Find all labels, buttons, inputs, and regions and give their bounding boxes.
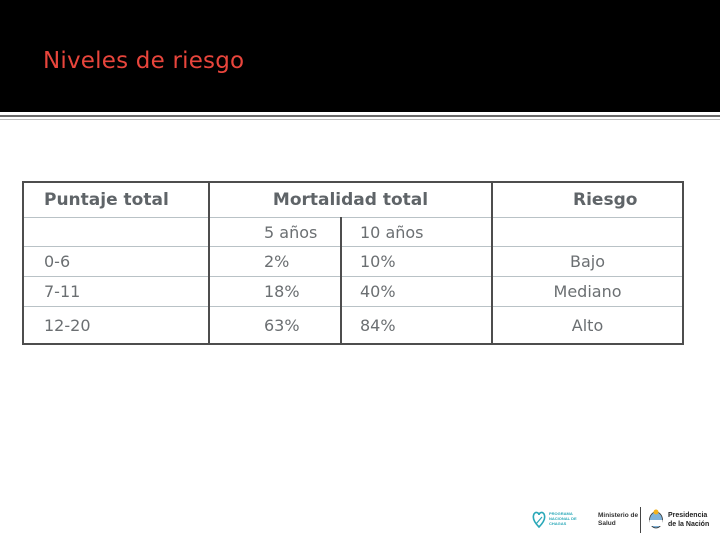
table-row: 7-11 18% 40% Mediano <box>22 276 685 307</box>
header-puntaje: Puntaje total <box>22 181 210 218</box>
cell-5-anos: 18% <box>208 276 342 307</box>
chagas-text-1: PROGRAMA <box>549 511 573 516</box>
risk-levels-table: Puntaje total Mortalidad total Riesgo 5 … <box>22 181 685 345</box>
subheader-10-anos: 10 años <box>339 217 494 247</box>
cell-puntaje: 12-20 <box>22 306 210 345</box>
subheader-empty <box>22 217 210 247</box>
presidencia-line-2: de la Nación <box>668 521 710 528</box>
cell-10-anos: 40% <box>339 276 494 307</box>
programa-chagas-logo: PROGRAMA NACIONAL DE CHAGAS <box>532 507 584 533</box>
logo-divider <box>640 507 641 533</box>
table-header-row: Puntaje total Mortalidad total Riesgo <box>22 181 685 218</box>
chagas-text-2: NACIONAL DE <box>549 516 577 521</box>
cell-riesgo: Mediano <box>491 276 685 307</box>
ministerio-line-2: Salud <box>598 520 616 527</box>
ministerio-logo: Ministerio de Salud <box>598 512 642 528</box>
footer-logos: PROGRAMA NACIONAL DE CHAGAS Ministerio d… <box>532 505 718 535</box>
divider-line-thin <box>0 119 720 120</box>
slide-title: Niveles de riesgo <box>43 48 245 74</box>
table-row: 0-6 2% 10% Bajo <box>22 246 685 277</box>
cell-5-anos: 63% <box>208 306 342 345</box>
cell-riesgo: Alto <box>491 306 685 345</box>
presidencia-line-1: Presidencia <box>668 512 708 519</box>
cell-10-anos: 10% <box>339 246 494 277</box>
header-mortalidad: Mortalidad total <box>207 181 494 218</box>
header-riesgo: Riesgo <box>491 181 685 218</box>
table-subheader-row: 5 años 10 años <box>22 217 685 247</box>
divider-line <box>0 115 720 117</box>
ministerio-line-1: Ministerio de <box>598 512 639 519</box>
subheader-5-anos: 5 años <box>208 217 342 247</box>
title-bar: Niveles de riesgo <box>0 0 720 112</box>
subheader-empty-riesgo <box>491 217 685 247</box>
presidencia-logo: Presidencia de la Nación <box>668 511 720 529</box>
cell-5-anos: 2% <box>208 246 342 277</box>
cell-riesgo: Bajo <box>491 246 685 277</box>
chagas-text-3: CHAGAS <box>549 521 567 526</box>
cell-10-anos: 84% <box>339 306 494 345</box>
table-row: 12-20 63% 84% Alto <box>22 306 685 345</box>
cell-puntaje: 7-11 <box>22 276 210 307</box>
heart-ribbon-icon <box>532 511 546 529</box>
national-shield-icon <box>649 509 663 529</box>
cell-puntaje: 0-6 <box>22 246 210 277</box>
